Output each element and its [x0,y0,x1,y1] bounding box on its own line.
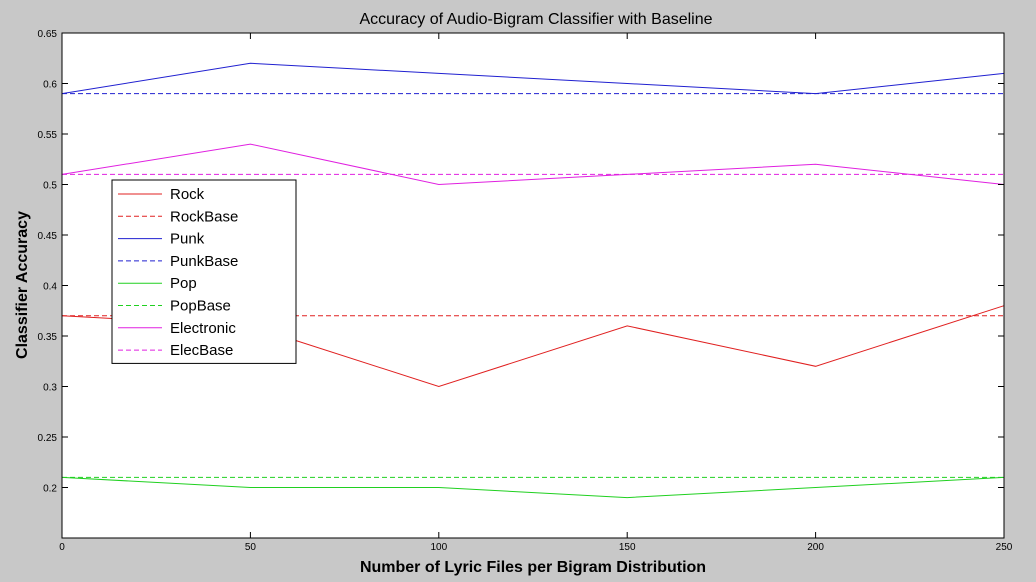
y-axis-label: Classifier Accuracy [14,211,31,359]
x-tick-label: 0 [59,542,65,553]
y-tick-label: 0.65 [38,29,58,40]
x-tick-label: 200 [807,542,824,553]
legend-label-punk: Punk [170,231,205,248]
legend-label-pop: Pop [170,275,197,292]
x-tick-label: 100 [430,542,447,553]
y-tick-label: 0.55 [38,130,58,141]
y-tick-label: 0.6 [43,80,57,91]
x-tick-label: 50 [245,542,257,553]
legend-label-popbase: PopBase [170,298,231,315]
series-line-pop [61,476,1005,499]
legend-box [111,179,297,364]
y-tick-label: 0.2 [43,484,57,495]
y-tick-label: 0.25 [38,433,58,444]
legend-label-rock: Rock [170,186,205,203]
series-line-punk [61,62,1005,95]
legend: Rock RockBase Punk PunkBase Pop PopBase Electr… [111,179,297,364]
legend-label-electronic: Electronic [170,320,236,337]
y-tick-label: 0.5 [43,181,57,192]
ticks-layer: 0 50 100 150 200 250 0.2 0.25 0.3 0.35 0.4 0.45 0.5 0… [38,29,1013,553]
series-line-electronic [61,143,1005,186]
y-tick-label: 0.45 [38,231,58,242]
y-tick-label: 0.35 [38,332,58,343]
y-tick-label: 0.3 [43,383,57,394]
x-tick-label: 250 [996,542,1013,553]
legend-label-elecbase: ElecBase [170,342,233,359]
x-axis-label: Number of Lyric Files per Bigram Distrib… [360,559,706,576]
legend-label-punkbase: PunkBase [170,253,238,270]
legend-label-rockbase: RockBase [170,208,238,225]
chart-title: Accuracy of Audio-Bigram Classifier with… [359,11,712,28]
x-tick-label: 150 [619,542,636,553]
y-tick-label: 0.4 [43,282,57,293]
